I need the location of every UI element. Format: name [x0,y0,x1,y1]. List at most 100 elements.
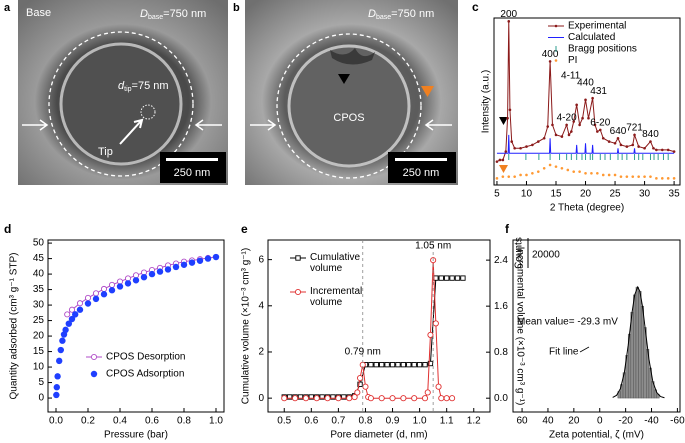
point [438,275,444,281]
arrow [194,119,222,131]
point [625,145,629,148]
y-tick-label: 5 [38,377,44,388]
hist-bar [640,305,645,399]
point [76,300,84,307]
annotation-label: 1.05 nm [415,241,451,252]
point [164,266,172,273]
scale-box [388,152,456,183]
point [294,288,302,296]
legend-label: CPOS Desorption [106,352,185,363]
point [378,395,385,402]
y-tick-label: 6 [258,254,264,265]
point [536,140,540,143]
point [652,146,655,150]
point [548,60,552,63]
point [607,173,611,177]
point [356,375,364,382]
point [601,173,605,177]
x-tick-label: 40 [542,416,554,427]
point [578,123,581,127]
point [501,158,505,162]
point [292,395,299,402]
peak-label: 431 [590,86,607,97]
y-tick-label: 15 [33,346,45,357]
point [613,141,617,145]
peak-label: 721 [626,123,643,134]
point [565,123,568,127]
scale-label: 250 nm [174,167,211,179]
point [354,389,361,396]
image-title: Base [26,7,51,19]
point [212,253,220,261]
subscript: base [376,14,391,21]
point [513,146,516,150]
symbol: D [140,8,148,20]
point [357,381,363,387]
x-axis-title: Pore diameter (d, nm) [330,430,427,441]
point [631,143,635,147]
fit-line [612,285,665,399]
scale-bar [395,158,447,161]
tip-arrow [119,118,144,145]
point [660,148,664,152]
x-tick-label: 20 [568,416,580,427]
pore [287,44,411,168]
y-axis-title: Quantity adsorbed (cm³ g⁻¹ STP) [9,253,20,400]
point [427,360,434,367]
d-base: Dbase=750 nm [368,8,434,21]
y-tick-label: 40 [33,269,45,280]
point [57,346,64,354]
point [319,394,325,400]
scale-label: 250 nm [403,167,440,179]
point [56,357,63,365]
x-tick-label: 0.6 [145,416,159,427]
point [302,395,309,402]
y-tick-label: 10 [33,362,45,373]
point [53,384,60,391]
point [422,362,428,368]
point [100,291,108,298]
legend-label: Calculated [568,32,615,43]
legend-label-box: Cumulative volume [310,252,360,274]
value: =75 nm [132,80,169,92]
point [116,283,124,290]
point [548,163,552,167]
point [570,130,573,133]
point [346,395,353,402]
point [281,395,288,402]
point [156,268,164,275]
y-tick-label: 20 [33,331,45,342]
point [637,175,640,178]
point [666,148,670,152]
point [660,177,664,180]
point [416,362,423,368]
panel-label: f [505,222,510,236]
point [180,261,188,268]
x-tick-label: 0.0 [49,416,63,427]
sem-image-b: b Dbase=750 nm CPOS 250 nm [233,0,458,185]
point [554,133,558,137]
point [411,395,418,402]
x-tick-label: 0 [597,416,603,427]
point [148,270,156,278]
point [672,177,676,180]
point [84,300,92,307]
hist-bar [638,291,642,399]
point [59,337,66,344]
point [531,172,534,175]
point [525,173,528,177]
y-axis-title: Counts [514,237,525,269]
point [400,395,407,402]
peak-label: 4-11 [561,70,581,81]
point [389,362,396,368]
x-tick-label: -40 [644,416,659,427]
x-tick-label: 15 [550,189,562,200]
peak-label: 200 [500,9,517,20]
point [196,257,204,264]
y2-tick-label: 1.6 [494,301,508,312]
point [613,173,617,177]
point [578,170,581,173]
panel-label: c [472,0,479,14]
annotation-label: 0.79 nm [345,347,381,358]
hist-bar [633,294,637,399]
